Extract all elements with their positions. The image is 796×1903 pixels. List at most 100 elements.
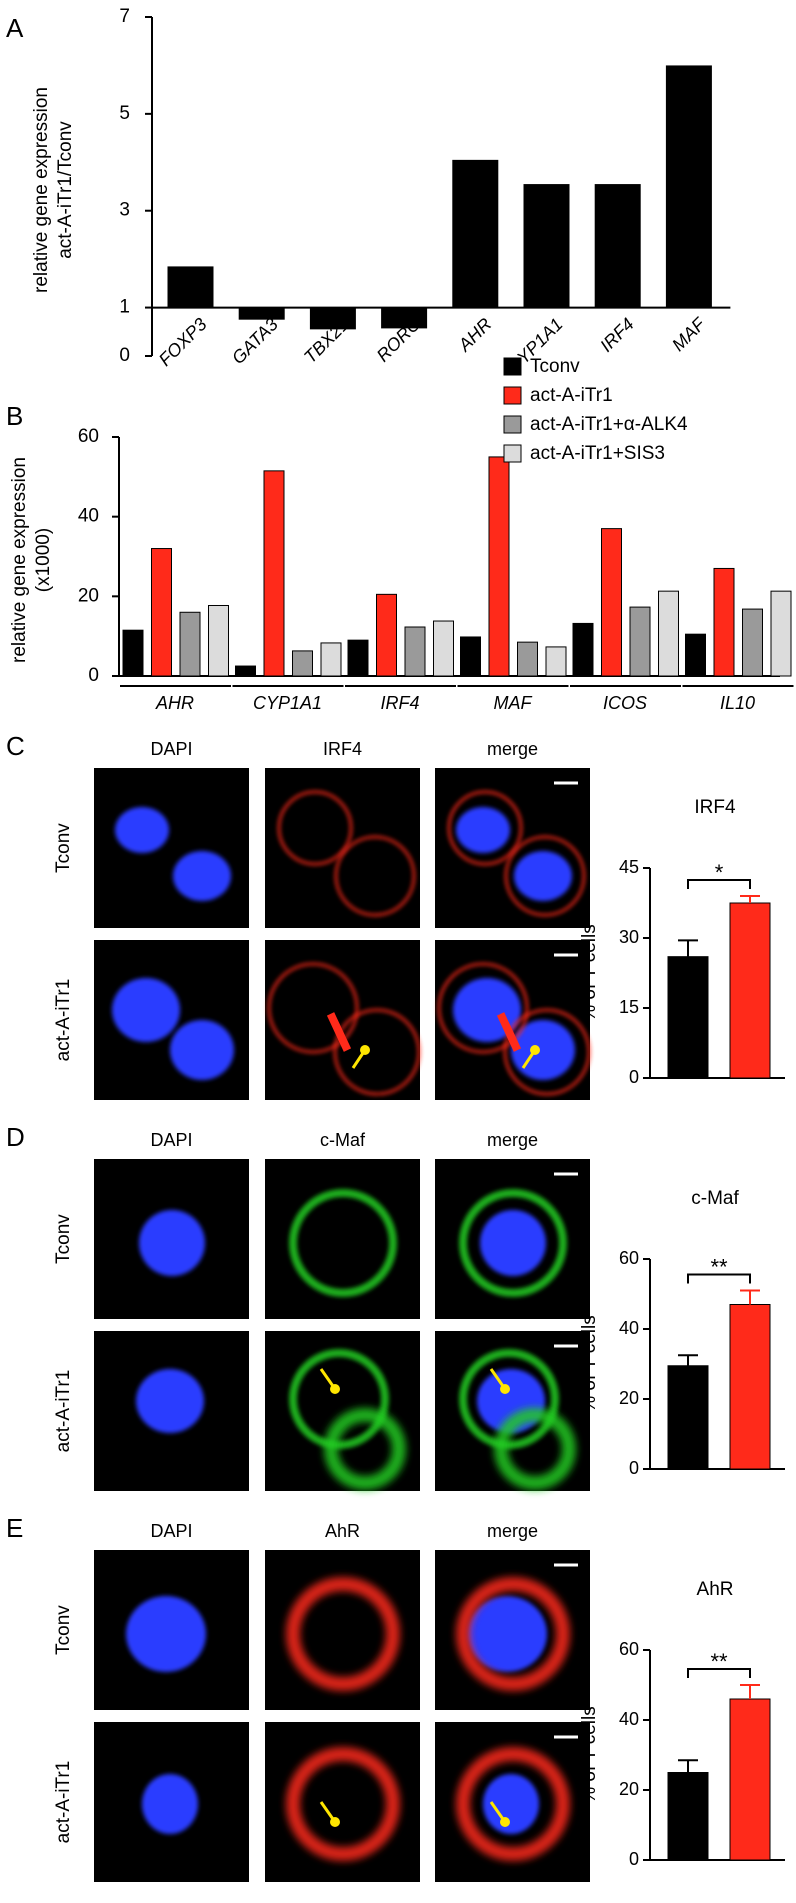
micrograph-tile xyxy=(94,940,249,1100)
bar xyxy=(376,593,397,677)
chart-title: AhR xyxy=(697,1579,734,1600)
significance-bracket xyxy=(687,879,751,889)
arrow-head xyxy=(500,1384,510,1394)
bar xyxy=(665,65,712,308)
stain xyxy=(326,1012,352,1052)
stain xyxy=(334,835,416,917)
micrograph-tile xyxy=(265,768,420,928)
stain xyxy=(456,1577,570,1691)
micrograph-tile xyxy=(435,1550,590,1710)
x-tick-label: GATA3 xyxy=(228,314,282,368)
tile-background xyxy=(265,768,420,928)
legend-label: act-A-iTr1+α-ALK4 xyxy=(530,414,688,435)
y-tick-label: 0 xyxy=(119,345,130,366)
bar xyxy=(572,622,594,677)
stain xyxy=(286,1747,400,1861)
y-tick-label: 60 xyxy=(619,1639,639,1659)
micrograph-tile xyxy=(435,1159,590,1319)
y-axis-label: act-A-iTr1/Tconv xyxy=(55,121,76,259)
y-tick-label: 0 xyxy=(629,1849,639,1869)
channel-label: merge xyxy=(487,1130,538,1150)
legend-label: act-A-iTr1 xyxy=(530,385,613,406)
bar xyxy=(742,608,763,677)
panel-label: B xyxy=(6,401,23,431)
x-tick-label: ICOS xyxy=(603,693,647,713)
x-tick-label: MAF xyxy=(494,693,533,713)
micrograph-tile xyxy=(94,1550,249,1710)
bar xyxy=(122,629,144,677)
bar xyxy=(460,636,481,677)
stain xyxy=(503,1008,591,1096)
bar xyxy=(517,641,538,677)
arrow-head xyxy=(500,1817,510,1827)
legend-label: Tconv xyxy=(530,356,580,377)
bar xyxy=(770,590,792,677)
nucleus xyxy=(142,1774,198,1834)
stain xyxy=(324,1408,406,1490)
bar xyxy=(713,567,735,677)
panel-label: E xyxy=(6,1513,23,1543)
x-tick-label: MAF xyxy=(668,313,710,355)
y-tick-label: 20 xyxy=(619,1779,639,1799)
nucleus xyxy=(456,807,510,853)
micrograph-tile xyxy=(265,1159,420,1319)
nucleus xyxy=(126,1596,206,1672)
significance-label: * xyxy=(715,860,724,885)
micrograph-tile xyxy=(435,940,591,1100)
y-tick-label: 0 xyxy=(629,1458,639,1478)
bar xyxy=(594,184,641,308)
chart-title: c-Maf xyxy=(691,1188,739,1209)
micrograph-tile xyxy=(265,1331,420,1491)
stain xyxy=(459,1189,567,1297)
tile-background xyxy=(435,768,590,928)
micrograph-tile xyxy=(265,1722,420,1882)
legend-label: act-A-iTr1+SIS3 xyxy=(530,443,665,464)
y-tick-label: 15 xyxy=(619,997,639,1017)
micrograph-tile xyxy=(265,940,421,1100)
y-tick-label: 40 xyxy=(78,506,99,527)
bar xyxy=(658,590,679,677)
y-axis-label: (x1000) xyxy=(33,528,54,592)
bar xyxy=(729,1698,771,1861)
micrograph-tile xyxy=(435,1331,590,1491)
panel-label: C xyxy=(6,731,25,761)
legend-swatch xyxy=(503,357,522,376)
nucleus xyxy=(170,1020,234,1080)
row-label: act-A-iTr1 xyxy=(53,1370,74,1453)
bar xyxy=(685,633,706,677)
x-tick-label: IL10 xyxy=(720,693,755,713)
bar xyxy=(151,548,172,677)
stain xyxy=(289,1349,389,1449)
bar xyxy=(167,266,214,308)
channel-label: IRF4 xyxy=(323,739,362,759)
x-tick-label: AHR xyxy=(454,314,496,356)
arrow-head xyxy=(530,1045,540,1055)
bar xyxy=(488,456,510,677)
arrow-head xyxy=(330,1384,340,1394)
channel-label: c-Maf xyxy=(320,1130,366,1150)
channel-label: merge xyxy=(487,1521,538,1541)
y-tick-label: 40 xyxy=(619,1318,639,1338)
micrograph-tile xyxy=(435,1722,590,1882)
micrograph-tile xyxy=(94,1722,249,1882)
panel-label: D xyxy=(6,1122,25,1152)
channel-label: DAPI xyxy=(150,1130,192,1150)
row-label: act-A-iTr1 xyxy=(53,1761,74,1844)
bar xyxy=(433,620,454,677)
x-tick-label: FOXP3 xyxy=(155,314,211,370)
bar xyxy=(309,307,356,330)
stain xyxy=(333,1008,421,1096)
y-tick-label: 40 xyxy=(619,1709,639,1729)
micrograph-tile xyxy=(94,768,249,928)
nucleus xyxy=(112,978,180,1042)
channel-label: DAPI xyxy=(150,1521,192,1541)
bar xyxy=(347,639,369,677)
micrograph-tile xyxy=(94,1159,249,1319)
bar xyxy=(320,642,342,677)
y-tick-label: 5 xyxy=(119,103,130,124)
micrograph-tile xyxy=(94,1331,249,1491)
panel-label: A xyxy=(6,13,24,43)
nucleus xyxy=(467,1596,547,1672)
significance-label: ** xyxy=(710,1649,728,1674)
nucleus xyxy=(511,1020,575,1080)
